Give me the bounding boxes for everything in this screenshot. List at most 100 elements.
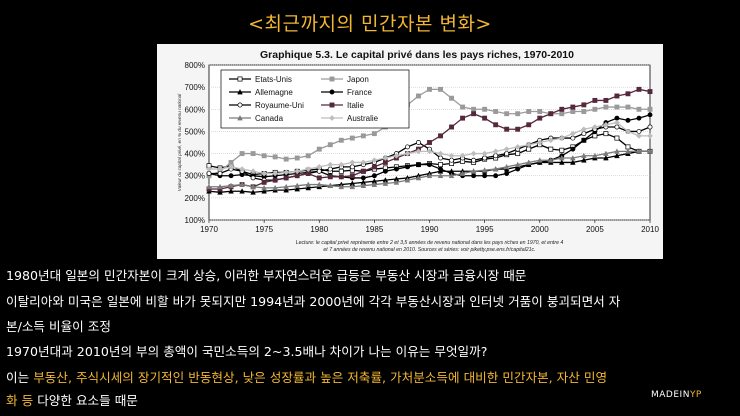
data-point xyxy=(470,150,477,157)
data-point xyxy=(206,183,212,190)
data-point xyxy=(228,173,234,179)
data-point xyxy=(272,184,278,191)
data-point xyxy=(559,147,565,153)
data-point xyxy=(570,159,576,165)
data-point xyxy=(239,151,245,157)
data-point xyxy=(537,109,543,114)
data-point xyxy=(548,111,554,117)
data-point xyxy=(647,89,653,95)
data-point xyxy=(206,166,212,173)
data-point xyxy=(581,137,587,143)
data-point xyxy=(581,131,587,137)
data-point xyxy=(526,109,532,114)
data-point xyxy=(503,163,510,170)
data-point xyxy=(547,157,554,163)
data-point xyxy=(316,163,323,170)
data-point xyxy=(592,97,598,103)
data-point xyxy=(404,144,410,150)
data-point xyxy=(526,146,532,152)
data-point xyxy=(448,152,455,159)
data-point xyxy=(206,171,212,176)
data-point xyxy=(426,172,433,179)
x-tick-label: 1995 xyxy=(476,225,494,234)
data-point xyxy=(482,106,488,112)
data-point xyxy=(272,177,278,183)
data-point xyxy=(371,173,377,179)
data-point xyxy=(636,115,642,121)
x-tick-label: 1970 xyxy=(200,225,218,234)
body-line-4: 1970년대과 2010년의 부의 총액이 국민소득의 2~3.5배나 차이가 … xyxy=(6,344,488,359)
data-point xyxy=(636,148,642,154)
body-line-5: 이는 부동산, 주식시세의 장기적인 반동현상, 낮은 성장률과 높은 저축률,… xyxy=(6,368,736,388)
data-point xyxy=(427,86,432,92)
data-point xyxy=(614,135,620,141)
data-point xyxy=(272,170,279,177)
data-point xyxy=(228,182,234,189)
data-point xyxy=(493,122,499,128)
data-point xyxy=(482,155,488,161)
legend-marker xyxy=(237,102,243,108)
legend-marker xyxy=(329,89,335,95)
data-point xyxy=(239,181,245,187)
data-point xyxy=(416,140,421,145)
data-point xyxy=(460,104,466,110)
legend-label: Etats-Unis xyxy=(255,75,292,84)
line-chart: Graphique 5.3. Le capital privé dans les… xyxy=(177,49,659,253)
legend-label: Italie xyxy=(347,101,364,110)
data-point xyxy=(393,179,400,185)
data-point xyxy=(283,169,290,176)
data-point xyxy=(404,164,410,170)
legend-label: Allemagne xyxy=(255,88,293,97)
data-point xyxy=(305,166,312,173)
x-tick-label: 1975 xyxy=(255,225,273,234)
data-point xyxy=(592,106,598,112)
data-point xyxy=(625,148,631,154)
data-point xyxy=(371,131,377,137)
data-point xyxy=(283,156,289,162)
data-point xyxy=(283,183,289,190)
data-point xyxy=(449,124,455,130)
data-point xyxy=(515,111,521,117)
data-point xyxy=(349,159,356,166)
data-point xyxy=(382,168,388,174)
data-point xyxy=(316,175,322,181)
data-point xyxy=(382,180,389,186)
data-point xyxy=(504,151,510,157)
data-point xyxy=(614,104,620,110)
data-point xyxy=(404,150,411,157)
data-point xyxy=(305,184,312,191)
y-tick-label: 500% xyxy=(185,127,205,136)
x-tick-label: 2005 xyxy=(586,225,604,234)
data-point xyxy=(570,135,576,141)
data-point xyxy=(426,148,433,155)
data-point xyxy=(471,111,477,117)
data-point xyxy=(250,189,256,195)
data-point xyxy=(459,170,466,176)
data-point xyxy=(647,112,653,118)
data-point xyxy=(580,126,587,133)
data-point xyxy=(614,124,620,130)
data-point xyxy=(614,152,620,159)
data-point xyxy=(647,106,653,112)
data-point xyxy=(360,168,366,174)
data-point xyxy=(305,181,312,187)
data-point xyxy=(536,139,543,146)
data-point xyxy=(261,179,267,185)
body-line-2: 이탈리아와 미국은 일본에 비할 바가 못되지만 1994년과 2000년에 각… xyxy=(6,294,621,309)
legend-marker xyxy=(329,115,335,121)
data-point xyxy=(647,124,653,130)
data-point xyxy=(294,168,301,175)
data-point xyxy=(581,152,587,159)
slide-title: <최근까지의 민간자본 변화> xyxy=(248,13,492,35)
data-point xyxy=(261,184,267,191)
data-point xyxy=(316,168,322,174)
y-tick-label: 100% xyxy=(185,216,205,225)
data-point xyxy=(514,161,521,167)
data-point xyxy=(261,188,267,194)
data-point xyxy=(294,173,300,179)
series-canada xyxy=(206,148,653,191)
data-point xyxy=(471,106,477,112)
data-point xyxy=(438,162,443,168)
y-tick-label: 600% xyxy=(185,105,205,114)
